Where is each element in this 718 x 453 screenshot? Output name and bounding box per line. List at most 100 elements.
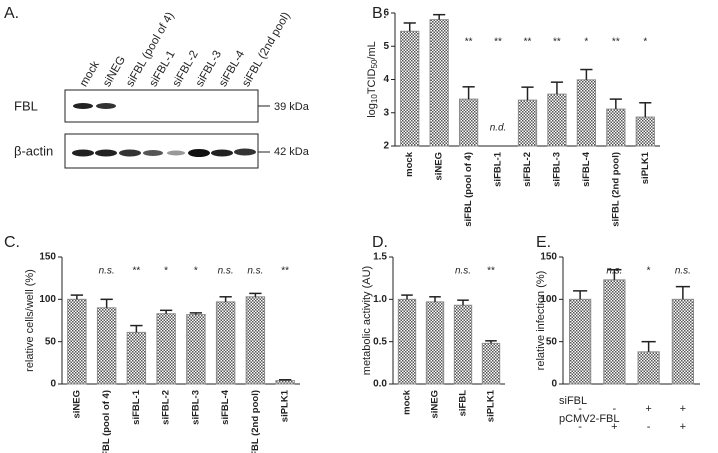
significance: n.s. (99, 266, 115, 277)
y-tick-label: 4 (383, 74, 389, 85)
significance: n.s. (675, 266, 691, 277)
significance: n.s. (455, 266, 471, 277)
y-tick-label: 150 (39, 252, 56, 263)
x-tick-label: siPLK1 (280, 389, 291, 422)
panel-label: A. (4, 5, 19, 22)
y-tick-label: 1.5 (373, 252, 387, 263)
bar (275, 380, 295, 385)
y-tick-label: 5 (383, 41, 389, 52)
x-tick-label: siFBL-3 (190, 390, 201, 425)
significance: n.s. (218, 266, 234, 277)
significance: * (164, 266, 168, 277)
x-tick-label: siPLK1 (486, 389, 497, 422)
bar (245, 296, 266, 385)
condition-value: - (647, 421, 651, 433)
blot-size: 42 kDa (274, 146, 310, 158)
y-tick-label: 0.0 (373, 379, 387, 390)
bar (606, 108, 626, 147)
bar (481, 342, 501, 385)
significance: ** (494, 37, 502, 48)
condition-value: - (613, 403, 617, 415)
y-tick-label: 1.0 (373, 294, 387, 305)
panel-label: D. (372, 234, 388, 251)
y-tick-label: 6 (383, 8, 389, 19)
significance: ** (612, 37, 620, 48)
x-tick-label: siFBL-1 (131, 389, 142, 425)
significance: ** (281, 266, 289, 277)
y-tick-label: 100 (39, 294, 56, 305)
bar (67, 298, 87, 385)
blot-boxes (64, 89, 270, 169)
significance: * (194, 266, 198, 277)
significance: n.s. (247, 266, 263, 277)
x-tick-label: siFBL-4 (220, 389, 231, 425)
lane-label: siFBL (2nd pool) (240, 10, 292, 89)
bar (603, 279, 626, 385)
bar (569, 298, 592, 385)
panel-label: B. (372, 5, 387, 22)
y-tick-label: 50 (45, 336, 57, 347)
condition-name: siFBL (559, 395, 587, 407)
y-tick-label: 0 (551, 379, 557, 390)
y-axis-label: log10TCID50/mL (366, 41, 379, 118)
bar (547, 93, 567, 147)
y-axis-label-part: TCID (366, 68, 378, 94)
significance: ** (465, 37, 473, 48)
bar (400, 30, 420, 147)
panel-label: C. (4, 234, 20, 251)
bar (453, 304, 473, 385)
x-tick-label: siFBL (2nd pool) (250, 390, 261, 453)
y-tick-label: 3 (383, 107, 389, 118)
bar (637, 351, 660, 385)
y-axis-label: relative infection (%) (535, 271, 547, 371)
x-tick-label: siPLK1 (640, 151, 651, 184)
significance: * (647, 266, 651, 277)
significance: * (643, 37, 647, 48)
blot-row-name: β-actin (14, 143, 53, 158)
x-tick-label: siFBL (2nd pool) (610, 152, 621, 227)
x-tick-label: siFBL-4 (581, 151, 592, 187)
bar (671, 298, 694, 385)
significance: ** (524, 37, 532, 48)
x-tick-label: siFBL (pool of 4) (101, 390, 112, 453)
y-axis-label-part: 10 (370, 94, 379, 103)
y-tick-label: 0 (50, 379, 56, 390)
y-tick-label: 150 (540, 252, 557, 263)
bar (215, 301, 236, 385)
bar (517, 99, 538, 147)
x-tick-label: siNEG (434, 152, 445, 181)
bar (576, 79, 597, 147)
bar (635, 116, 655, 147)
y-tick-label: 0.5 (373, 336, 387, 347)
bar (96, 307, 117, 385)
bar (458, 98, 479, 147)
y-axis-label-part: log (366, 103, 378, 118)
blot-row-name: FBL (14, 98, 38, 113)
bar (397, 298, 417, 385)
missing-label: n.d. (490, 123, 507, 134)
y-tick-label: 100 (540, 294, 557, 305)
y-tick-label: 50 (546, 336, 558, 347)
significance: ** (487, 266, 495, 277)
x-tick-label: mock (402, 389, 413, 415)
y-axis-label: relative cells/well (%) (24, 269, 36, 372)
x-tick-label: siFBL-2 (522, 152, 533, 187)
panel-label: E. (536, 234, 551, 251)
bar (156, 313, 176, 385)
bar (425, 301, 445, 385)
bar (126, 331, 147, 385)
y-axis-label-part: /mL (366, 41, 378, 59)
significance: * (584, 37, 588, 48)
lane-label: mock (78, 59, 102, 89)
x-tick-label: siFBL (458, 390, 469, 417)
condition-name: pCMV2-FBL (559, 413, 620, 425)
significance: n.s. (606, 266, 622, 277)
condition-value: + (645, 403, 651, 415)
condition-value: - (578, 421, 582, 433)
condition-value: + (611, 421, 617, 433)
blot-size: 39 kDa (274, 101, 310, 113)
y-axis-label: metabolic activity (AU) (361, 266, 373, 375)
significance: ** (553, 37, 561, 48)
